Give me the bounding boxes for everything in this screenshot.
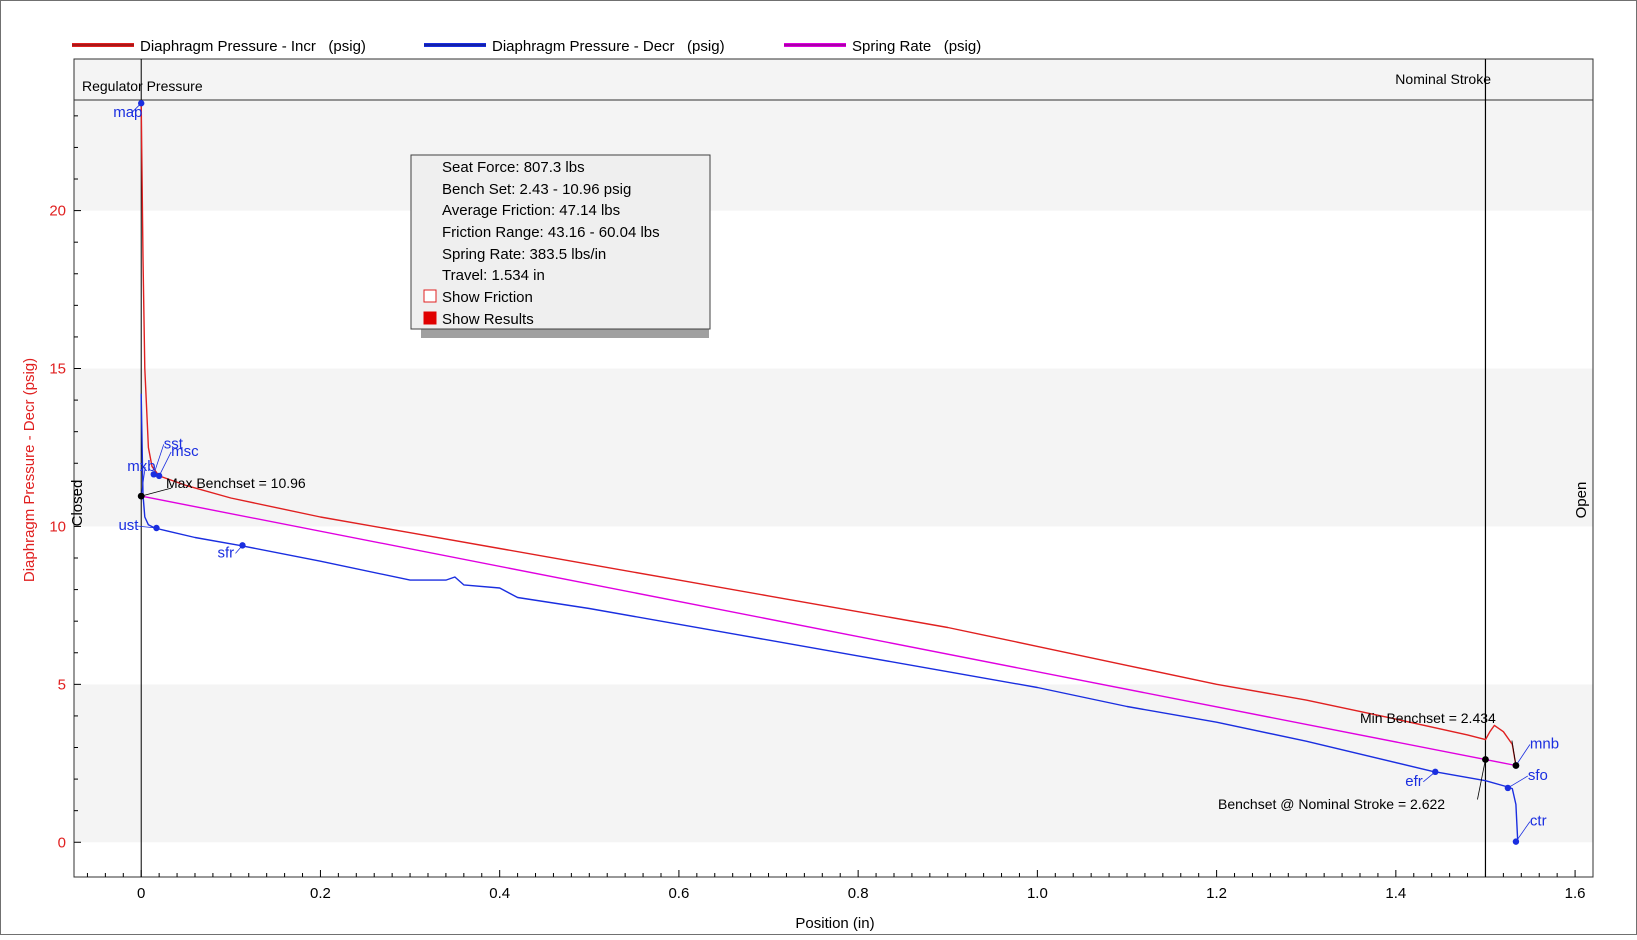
marker-msc — [155, 472, 163, 480]
marker-ust — [153, 524, 160, 532]
marker-label-sfo: sfo — [1528, 767, 1548, 784]
plot-bands — [74, 59, 1593, 877]
results-spring-rate: Spring Rate: 383.5 lbs/in — [442, 246, 606, 263]
marker-leaders — [130, 102, 1531, 842]
results-friction-range: Friction Range: 43.16 - 60.04 lbs — [442, 224, 660, 241]
y-tick-label: 0 — [58, 834, 66, 851]
y-tick-label: 5 — [58, 676, 66, 693]
marker-leader-msc — [158, 451, 172, 477]
show-friction-checkbox[interactable] — [423, 289, 437, 303]
min-benchset-label: Min Benchset = 2.434 — [1360, 710, 1496, 726]
axis-ticks — [74, 115, 1576, 877]
marker-label-ust: ust — [118, 517, 139, 534]
nominal-stroke-label: Nominal Stroke — [1395, 71, 1491, 87]
series-line-incr — [140, 103, 1517, 766]
benchset-nominal-leader — [1477, 759, 1486, 800]
legend-label-decr: Diaphragm Pressure - Decr (psig) — [492, 38, 725, 55]
marker-efr — [1432, 768, 1439, 776]
y-axis-label: Diaphragm Pressure - Decr (psig) — [21, 358, 38, 582]
marker-leader-sfo — [1507, 775, 1529, 789]
benchset-nominal-label: Benchset @ Nominal Stroke = 2.622 — [1218, 796, 1445, 812]
x-tick-label: 0.2 — [310, 885, 331, 902]
legend: Diaphragm Pressure - Incr (psig) Diaphra… — [72, 38, 981, 55]
show-results-label[interactable]: Show Results — [442, 311, 534, 328]
plot-band — [74, 684, 1593, 843]
marker-leader-ctr — [1515, 821, 1531, 842]
marker-label-mnb: mnb — [1530, 736, 1559, 753]
marker-label-efr: efr — [1405, 773, 1423, 790]
legend-label-incr: Diaphragm Pressure - Incr (psig) — [140, 38, 366, 55]
show-results-checkbox[interactable] — [423, 311, 437, 325]
legend-label-spring: Spring Rate (psig) — [852, 38, 981, 55]
y-tick-label: 15 — [49, 361, 66, 378]
x-tick-label: 1.0 — [1027, 885, 1048, 902]
marker-leader-mnb — [1515, 744, 1531, 766]
plot-band — [74, 842, 1593, 877]
marker-sfr — [239, 542, 246, 549]
x-tick-label: 0.6 — [668, 885, 689, 902]
results-bench-set: Bench Set: 2.43 - 10.96 psig — [442, 181, 631, 198]
x-tick-label: 0.8 — [848, 885, 869, 902]
plot-area — [73, 58, 1594, 878]
series-layer — [140, 103, 1519, 841]
regulator-pressure-label: Regulator Pressure — [82, 78, 203, 94]
marker-ctr — [1512, 838, 1520, 845]
marker-label-sfr: sfr — [217, 544, 234, 561]
open-label: Open — [1573, 482, 1590, 519]
reference-lines — [74, 59, 1593, 877]
x-tick-labels: 0 0.2 0.4 0.6 0.8 1.0 1.2 1.4 1.6 — [137, 885, 1585, 902]
benchset-marker — [1512, 762, 1520, 769]
plot-band — [74, 210, 1593, 369]
markers — [137, 100, 1520, 845]
x-tick-label: 0 — [137, 885, 145, 902]
y-tick-label: 10 — [49, 518, 66, 535]
marker-label-sst: sst — [164, 435, 184, 452]
x-tick-label: 0.4 — [489, 885, 510, 902]
show-friction-label[interactable]: Show Friction — [442, 289, 533, 306]
results-average-friction: Average Friction: 47.14 lbs — [442, 202, 620, 219]
x-tick-label: 1.4 — [1385, 885, 1406, 902]
max-benchset-leader — [141, 487, 172, 497]
marker-leader-mxb — [140, 467, 146, 497]
min-benchset-leader — [1511, 740, 1517, 766]
results-travel: Travel: 1.534 in — [442, 267, 545, 284]
plot-band — [74, 59, 1593, 211]
marker-sst — [150, 471, 157, 478]
y-tick-label: 20 — [49, 203, 66, 220]
benchset-marker — [137, 492, 145, 500]
x-tick-label: 1.6 — [1565, 885, 1586, 902]
series-line-spring — [141, 495, 1517, 767]
marker-leader-ust — [136, 525, 157, 529]
results-box: Seat Force: 807.3 lbs Bench Set: 2.43 - … — [410, 154, 711, 338]
plot-band — [74, 368, 1593, 527]
plot-band — [74, 526, 1593, 685]
marker-label-mxb: mxb — [127, 458, 155, 475]
benchset-marker — [1482, 756, 1489, 763]
max-benchset-label: Max Benchset = 10.96 — [166, 475, 306, 491]
marker-leader-sst — [153, 444, 165, 475]
marker-label-map: map — [113, 104, 142, 121]
x-axis-label: Position (in) — [795, 915, 874, 932]
marker-sfo — [1504, 784, 1512, 792]
series-line-decr — [140, 393, 1519, 841]
marker-label-ctr: ctr — [1530, 813, 1547, 830]
closed-label: Closed — [69, 480, 86, 527]
marker-label-msc: msc — [171, 443, 199, 460]
x-tick-label: 1.2 — [1206, 885, 1227, 902]
marker-map — [138, 100, 145, 107]
y-tick-labels: 0 5 10 15 20 — [49, 203, 66, 852]
results-seat-force: Seat Force: 807.3 lbs — [442, 159, 585, 176]
